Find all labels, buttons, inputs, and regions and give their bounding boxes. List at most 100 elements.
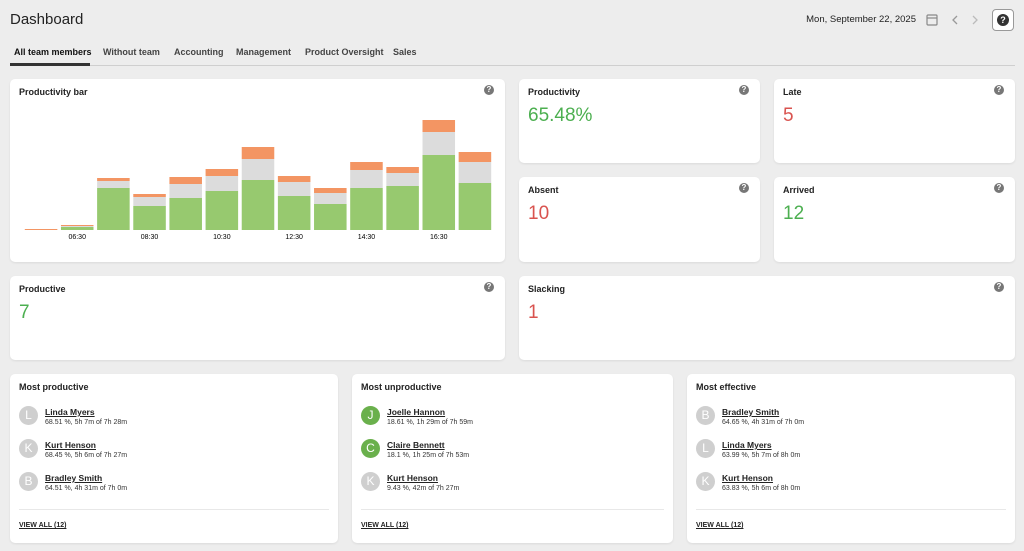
bar-segment <box>350 162 383 170</box>
person-detail: 9.43 %, 42m of 7h 27m <box>387 485 460 492</box>
help-icon[interactable]: ? <box>997 14 1009 26</box>
person-name[interactable]: Bradley Smith <box>722 407 780 417</box>
tab[interactable]: Sales <box>393 47 417 57</box>
tab[interactable]: Management <box>236 47 292 57</box>
card-title: Absent <box>528 185 559 195</box>
bar-segment <box>205 191 239 230</box>
person-detail: 64.51 %, 4h 31m of 7h 0m <box>45 485 128 492</box>
prev-arrow[interactable] <box>952 15 958 25</box>
separator <box>19 509 329 510</box>
person-name[interactable]: Kurt Henson <box>387 473 438 483</box>
avatar: C <box>361 439 380 458</box>
person-detail: 68.51 %, 5h 7m of 7h 28m <box>45 419 128 426</box>
stat-value: 7 <box>19 302 30 323</box>
stat-value: 12 <box>783 203 805 224</box>
productivity-bar-card: Productivity bar ? 06:30 08:30 10:30 12:30 1… <box>10 79 505 262</box>
person-name[interactable]: Linda Myers <box>45 407 95 417</box>
avatar: K <box>696 472 715 491</box>
bar-segment <box>386 167 419 173</box>
x-tick-label: 10:30 <box>213 234 231 241</box>
card-title: Most unproductive <box>361 382 442 392</box>
avatar: L <box>696 439 715 458</box>
avatar: B <box>19 472 38 491</box>
date-nav[interactable] <box>926 13 986 27</box>
bar-segment <box>205 169 239 176</box>
bar-segment <box>277 182 311 196</box>
x-tick-label: 16:30 <box>430 234 448 241</box>
person-detail: 18.1 %, 1h 25m of 7h 53m <box>387 452 470 459</box>
list-card: Most unproductive J Joelle Hannon 18.61 %, … <box>352 374 673 543</box>
help-icon[interactable]: ? <box>994 85 1004 95</box>
stat-card: Arrived? 12 <box>774 177 1015 262</box>
avatar: J <box>361 406 380 425</box>
card-title: Most productive <box>19 382 89 392</box>
help-icon[interactable]: ? <box>739 85 749 95</box>
person-name[interactable]: Bradley Smith <box>45 473 103 483</box>
bar-segment <box>60 227 94 230</box>
avatar: K <box>19 439 38 458</box>
tab[interactable]: Accounting <box>174 47 224 57</box>
tab-divider <box>10 65 1015 66</box>
bar-segment <box>422 120 456 132</box>
bar-segment <box>97 181 130 188</box>
tab[interactable]: Product Oversight <box>305 47 384 57</box>
tab[interactable]: All team members <box>14 47 92 57</box>
person-name[interactable]: Claire Bennett <box>387 440 445 450</box>
card-title: Productivity bar <box>19 87 88 97</box>
avatar: B <box>696 406 715 425</box>
bar-segment <box>241 147 275 159</box>
stat-card: Late? 5 <box>774 79 1015 163</box>
help-icon[interactable]: ? <box>994 183 1004 193</box>
help-icon[interactable]: ? <box>484 85 494 95</box>
bar-segment <box>314 193 347 204</box>
stat-card: Absent? 10 <box>519 177 760 262</box>
bar-segment <box>458 162 492 183</box>
bar-segment <box>314 204 347 230</box>
bar-segment <box>350 170 383 188</box>
bar-segment <box>133 194 166 197</box>
card-title: Late <box>783 87 802 97</box>
bar-segment <box>241 159 275 180</box>
help-icon[interactable]: ? <box>994 282 1004 292</box>
date: Mon, September 22, 2025 <box>806 14 916 25</box>
person-detail: 18.61 %, 1h 29m of 7h 59m <box>387 419 473 426</box>
bar-segment <box>24 229 58 230</box>
card-title: Arrived <box>783 185 815 195</box>
bar-segment <box>277 196 311 230</box>
bar-segment <box>133 206 166 230</box>
tab[interactable]: Without team <box>103 47 160 57</box>
calendar-icon[interactable] <box>926 14 938 26</box>
view-all-link[interactable]: VIEW ALL (12) <box>361 522 409 529</box>
stat-value: 1 <box>528 302 539 323</box>
stat-card: Productive? 7 <box>10 276 505 360</box>
person-name[interactable]: Joelle Hannon <box>387 407 446 417</box>
help-icon[interactable]: ? <box>484 282 494 292</box>
next-arrow[interactable] <box>972 15 978 25</box>
bar-segment <box>277 176 311 182</box>
person-name[interactable]: Kurt Henson <box>45 440 96 450</box>
bar-segment <box>169 184 202 198</box>
avatar: L <box>19 406 38 425</box>
bar-segment <box>458 152 492 162</box>
view-all-link[interactable]: VIEW ALL (12) <box>696 522 744 529</box>
bar-segment <box>386 186 419 230</box>
chart: 06:30 08:30 10:30 12:30 14:30 16:30 <box>24 120 492 241</box>
person-name[interactable]: Linda Myers <box>722 440 772 450</box>
bar-segment <box>169 198 202 230</box>
card-title: Productivity <box>528 87 581 97</box>
view-all-link[interactable]: VIEW ALL (12) <box>19 522 67 529</box>
help-icon[interactable]: ? <box>739 183 749 193</box>
separator <box>361 509 664 510</box>
bar-segment <box>350 188 383 230</box>
bar-segment <box>458 183 492 230</box>
person-name[interactable]: Kurt Henson <box>722 473 773 483</box>
bar-segment <box>241 180 275 230</box>
stat-value: 65.48% <box>528 105 593 126</box>
x-tick-label: 14:30 <box>358 234 376 241</box>
help-button[interactable]: ? <box>992 9 1014 31</box>
card-title: Productive <box>19 284 66 294</box>
person-detail: 63.83 %, 5h 6m of 8h 0m <box>722 485 801 492</box>
bar-segment <box>422 132 456 155</box>
x-tick-label: 06:30 <box>68 234 86 241</box>
stat-card: Productivity? 65.48% <box>519 79 760 163</box>
